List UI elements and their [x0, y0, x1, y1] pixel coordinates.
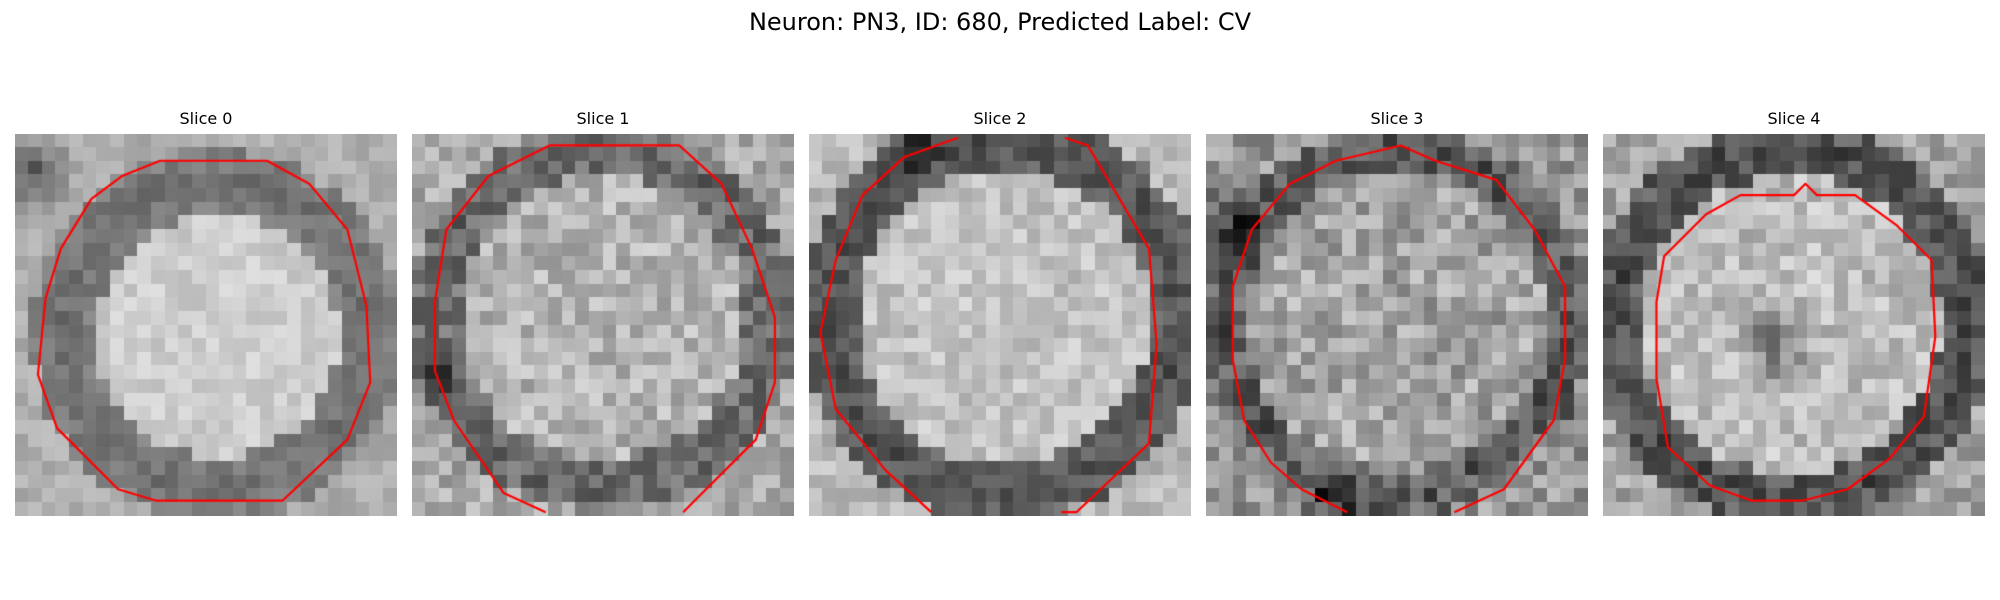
slice-title: Slice 4 — [1767, 109, 1821, 128]
slice-panel-2: Slice 2 — [809, 108, 1191, 516]
slice-panel-3: Slice 3 — [1206, 108, 1588, 516]
slice-image-2 — [809, 134, 1191, 516]
slice-image-3 — [1206, 134, 1588, 516]
slice-panel-0: Slice 0 — [15, 108, 397, 516]
slice-image-0 — [15, 134, 397, 516]
slice-image-1 — [412, 134, 794, 516]
slice-image-4 — [1603, 134, 1985, 516]
slice-title: Slice 3 — [1370, 109, 1424, 128]
slice-title: Slice 1 — [576, 109, 630, 128]
slice-panel-1: Slice 1 — [412, 108, 794, 516]
slice-title: Slice 0 — [179, 109, 233, 128]
slice-panel-4: Slice 4 — [1603, 108, 1985, 516]
figure-title: Neuron: PN3, ID: 680, Predicted Label: C… — [748, 8, 1252, 36]
slice-title: Slice 2 — [973, 109, 1027, 128]
